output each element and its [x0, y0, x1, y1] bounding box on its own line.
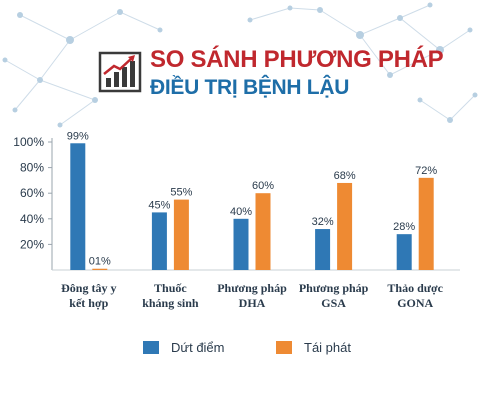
legend-label-dut-diem: Dứt điểm — [171, 339, 225, 355]
bar-dut-diem — [315, 229, 331, 270]
x-tick-label: Đông tây y — [61, 281, 116, 295]
y-tick-label: 20% — [20, 237, 44, 251]
legend-label-tai-phat: Tái phát — [304, 339, 351, 355]
data-label: 45% — [148, 199, 170, 211]
legend-item-tai-phat: Tái phát — [276, 339, 351, 355]
data-label: 55% — [170, 187, 192, 199]
x-tick-label: GONA — [397, 296, 433, 310]
y-tick-label: 80% — [20, 161, 44, 175]
bar-tai-phat — [173, 199, 189, 270]
bar-tai-phat — [92, 268, 108, 270]
data-label: 68% — [334, 170, 356, 182]
legend-swatch-dut-diem — [143, 340, 159, 354]
page-title: SO SÁNH PHƯƠNG PHÁP — [150, 46, 444, 73]
x-tick-label: Thuốc — [154, 281, 187, 295]
data-label: 32% — [312, 216, 334, 228]
bar-dut-diem — [70, 143, 86, 270]
x-tick-label: kháng sinh — [142, 296, 199, 310]
x-tick-label: Phương pháp — [299, 281, 369, 295]
y-tick-label: 60% — [20, 186, 44, 200]
data-label: 28% — [393, 221, 415, 233]
y-tick-label: 100% — [13, 135, 44, 149]
data-label: 40% — [230, 206, 252, 218]
x-tick-label: GSA — [321, 296, 346, 310]
bar-tai-phat — [255, 193, 271, 270]
data-label: 99% — [67, 130, 89, 142]
bar-dut-diem — [233, 218, 249, 270]
growth-chart-icon — [98, 51, 142, 93]
legend-item-dut-diem: Dứt điểm — [143, 339, 225, 355]
data-label: 01% — [89, 256, 111, 268]
x-tick-label: Thảo dược — [387, 281, 443, 295]
page-subtitle: ĐIỀU TRỊ BỆNH LẬU — [150, 76, 350, 99]
bar-dut-diem — [396, 234, 412, 270]
y-tick-label: 40% — [20, 212, 44, 226]
x-tick-label: DHA — [239, 296, 266, 310]
bar-dut-diem — [151, 212, 167, 270]
legend-swatch-tai-phat — [276, 340, 292, 354]
bar-tai-phat — [418, 177, 434, 270]
data-label: 60% — [252, 180, 274, 192]
bar-tai-phat — [337, 182, 353, 270]
x-tick-label: kết hợp — [69, 296, 108, 310]
x-tick-label: Phương pháp — [217, 281, 287, 295]
data-label: 72% — [415, 165, 437, 177]
